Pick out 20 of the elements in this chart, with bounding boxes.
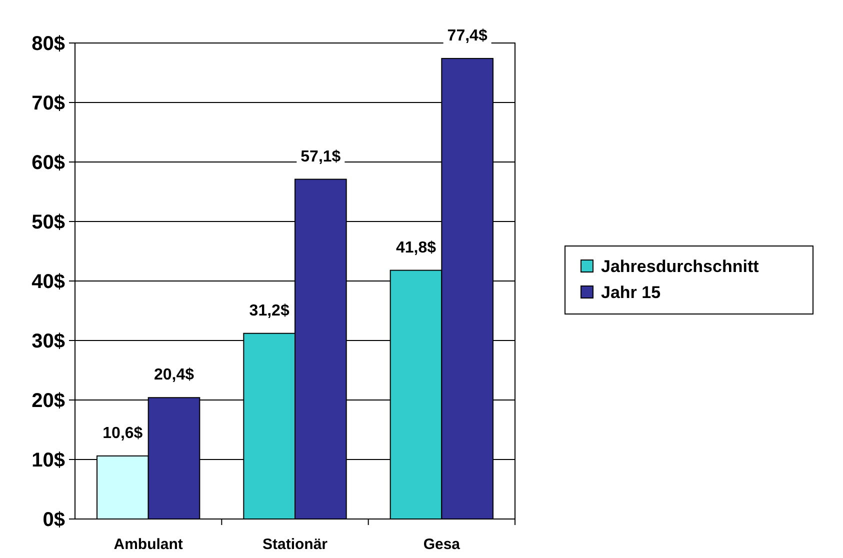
legend-label: Jahresdurchschnitt — [601, 256, 760, 276]
y-tick-label: 0$ — [42, 509, 65, 531]
y-tick-label: 40$ — [32, 271, 65, 293]
x-tick-label: Stationär — [262, 536, 328, 553]
y-tick-label: 30$ — [32, 330, 65, 352]
y-tick-label: 10$ — [32, 450, 65, 472]
x-tick-label: Gesa — [423, 536, 461, 553]
y-tick-label: 80$ — [32, 33, 65, 55]
y-tick-label: 20$ — [32, 390, 65, 412]
y-tick-label: 70$ — [32, 92, 65, 114]
y-tick-label: 60$ — [32, 152, 65, 174]
data-label: 41,8$ — [396, 239, 436, 256]
data-label: 20,4$ — [154, 366, 194, 384]
data-label: 10,6$ — [102, 424, 143, 442]
legend-label: Jahr 15 — [601, 282, 661, 302]
y-tick-label: 50$ — [32, 212, 65, 234]
data-label: 57,1$ — [300, 148, 341, 166]
data-label: 77,4$ — [447, 27, 488, 44]
x-tick-label: Ambulant — [114, 536, 183, 553]
data-label: 31,2$ — [249, 302, 290, 320]
